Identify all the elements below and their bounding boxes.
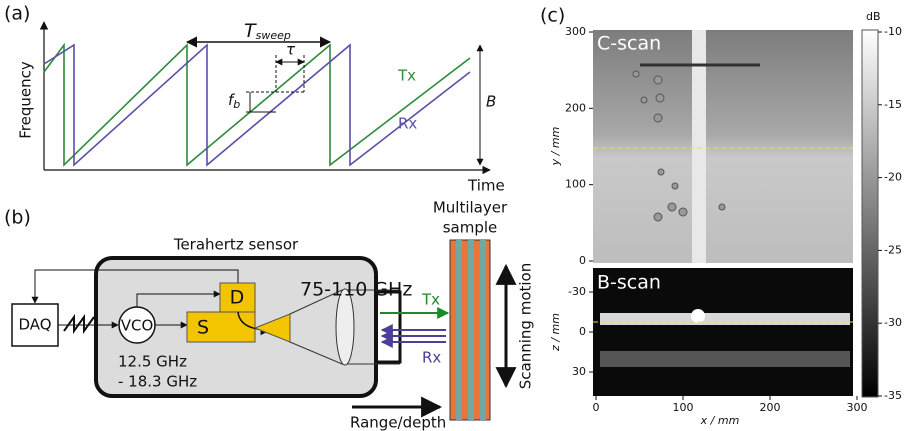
colorbar-tick-label: -20 [884,171,902,184]
image-feature [600,351,850,367]
range-label: Range/depth [350,414,446,431]
layer [480,240,486,420]
colorbar-tick-label: -15 [884,98,902,111]
panel-label: (a) [4,3,30,25]
layer [468,240,474,420]
bandwidth-label: B [486,93,496,111]
period-label: Tsweep [244,20,291,43]
ramp-symbol [64,317,94,331]
sensor-label: Terahertz sensor [173,236,299,254]
colorbar [862,30,878,397]
z-tick-label: -30 [568,285,586,298]
rx-label: Rx [422,349,441,367]
motion-label: Scanning motion [517,263,535,389]
colorbar-tick-label: -30 [884,316,902,329]
figure: (a) Frequency Time Tsweep τ fb B Tx Rx (… [0,0,914,431]
image-feature [691,309,705,323]
y-tick-label: 100 [565,178,586,191]
z-axis-label: z / mm [549,313,562,352]
vco-high: - 18.3 GHz [118,373,197,391]
tx-signal [44,45,470,165]
y-tick-label: 200 [565,101,586,114]
x-tick-label: 300 [847,401,868,414]
tx-label: Tx [397,67,416,85]
delay-label: τ [286,41,296,59]
panel-c: (c) C-scan B-scan dB x / mm y / mm z / m… [540,5,902,428]
y-axis-label: y / mm [549,127,562,167]
x-tick-label: 200 [760,401,781,414]
beat-label: fb [228,91,240,112]
sample-label: Multilayer [433,199,508,217]
rx-label: Rx [398,115,417,133]
colorbar-tick-label: -25 [884,243,902,256]
y-tick-label: 0 [579,254,586,267]
panel-label: (c) [540,5,565,27]
colorbar-tick-label: -35 [884,389,902,402]
x-tick-label: 100 [673,401,694,414]
daq-label: DAQ [18,316,51,334]
y-axis-label: Frequency [17,61,35,139]
sample [450,240,490,420]
detector-label: D [230,287,245,309]
z-tick-label: 30 [572,365,586,378]
x-axis-label: Time [467,177,505,195]
source-label: S [197,317,209,339]
vco-label: VCO [121,317,154,335]
x-axis-label: x / mm [700,414,740,427]
window [376,292,400,362]
colorbar-tick-label: -10 [884,25,902,38]
x-tick-label: 0 [593,401,600,414]
b-scan-label: B-scan [597,272,661,294]
layer [456,240,462,420]
colorbar-unit: dB [866,10,881,23]
beat-subscript: b [233,98,240,111]
panel-a: (a) Frequency Time Tsweep τ fb B Tx Rx [4,3,505,195]
rx-signal [44,45,470,165]
panel-b: (b) Terahertz sensor DAQ VCO D S 75-110 … [4,199,535,431]
band-label: 75-110 GHz [300,279,412,301]
sample-label: sample [443,219,498,237]
c-scan-label: C-scan [597,33,661,55]
tx-label: Tx [421,291,440,309]
z-tick-label: 0 [579,325,586,338]
vco-low: 12.5 GHz [118,353,187,371]
image-feature [600,313,850,325]
panel-label: (b) [4,207,31,229]
y-tick-label: 300 [565,25,586,38]
